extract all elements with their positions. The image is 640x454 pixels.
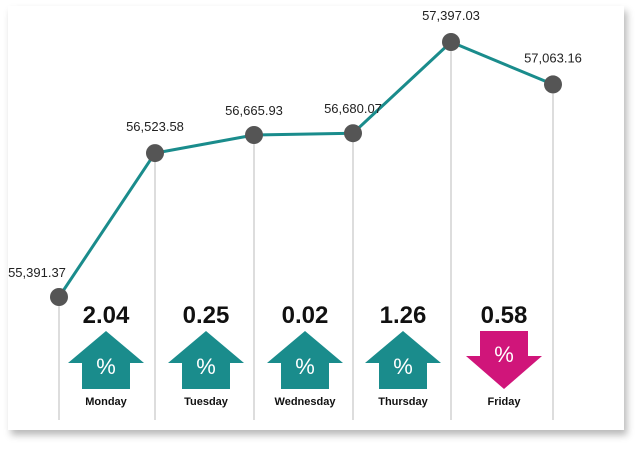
value-label-4: 57,397.03 — [422, 8, 480, 23]
data-point-4 — [442, 33, 460, 51]
value-label-0: 55,391.37 — [8, 265, 66, 280]
percent-change-friday: 0.58 — [481, 302, 528, 329]
percent-symbol-monday: % — [96, 354, 116, 379]
data-point-0 — [50, 288, 68, 306]
arrow-up-icon-monday — [68, 331, 144, 389]
arrow-up-icon-wednesday — [267, 331, 343, 389]
percent-change-thursday: 1.26 — [380, 302, 427, 329]
arrow-down-icon-friday — [466, 331, 542, 389]
value-label-1: 56,523.58 — [126, 119, 184, 134]
data-point-2 — [245, 126, 263, 144]
percent-change-tuesday: 0.25 — [183, 302, 230, 329]
percent-symbol-tuesday: % — [196, 354, 216, 379]
arrow-up-icon-thursday — [365, 331, 441, 389]
percent-symbol-wednesday: % — [295, 354, 315, 379]
day-label-thursday: Thursday — [378, 396, 428, 408]
percent-change-wednesday: 0.02 — [282, 302, 329, 329]
percent-symbol-thursday: % — [393, 354, 413, 379]
day-label-monday: Monday — [85, 396, 127, 408]
value-label-2: 56,665.93 — [225, 103, 283, 118]
percent-change-monday: 2.04 — [83, 302, 130, 329]
day-label-wednesday: Wednesday — [275, 396, 337, 408]
data-point-3 — [344, 124, 362, 143]
day-label-friday: Friday — [487, 396, 521, 408]
day-label-tuesday: Tuesday — [184, 396, 229, 408]
percent-symbol-friday: % — [494, 342, 514, 367]
arrow-up-icon-tuesday — [168, 331, 244, 389]
value-label-5: 57,063.16 — [524, 50, 582, 65]
value-label-3: 56,680.07 — [324, 101, 382, 116]
data-point-5 — [544, 75, 562, 94]
data-point-1 — [146, 144, 164, 163]
series-line — [57, 40, 554, 298]
